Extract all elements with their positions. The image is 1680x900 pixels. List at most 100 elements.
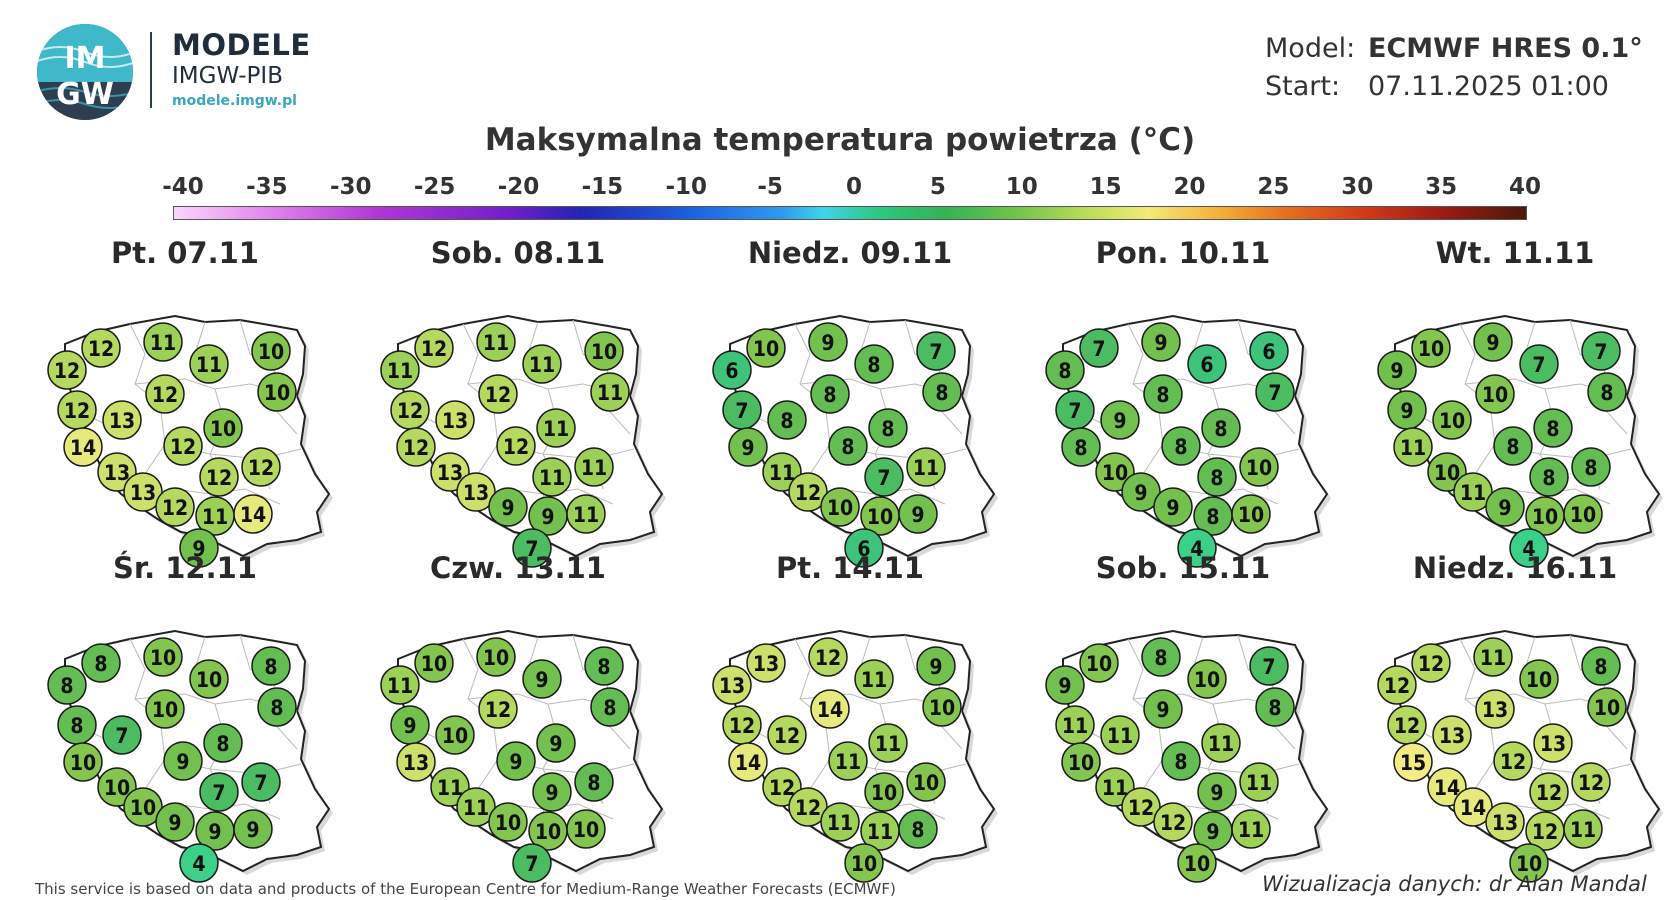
temperature-circle <box>584 331 624 371</box>
temperature-marker: 11 <box>189 344 229 384</box>
temperature-circle <box>1493 426 1533 466</box>
temperature-marker: 7 <box>241 762 281 802</box>
temperature-circle <box>1141 322 1181 362</box>
temperature-marker: 8 <box>1529 457 1569 497</box>
temperature-marker: 13 <box>1475 689 1515 729</box>
temperature-value: 7 <box>1092 337 1105 361</box>
temperature-marker: 10 <box>257 372 297 412</box>
temperature-marker: 10 <box>1231 494 1271 534</box>
temperature-marker: 12 <box>199 457 239 497</box>
temperature-circle <box>1187 659 1227 699</box>
temperature-value: 11 <box>387 674 413 698</box>
temperature-value: 14 <box>1460 796 1486 820</box>
temperature-marker: 7 <box>1255 372 1295 412</box>
temperature-marker: 8 <box>1587 372 1627 412</box>
temperature-circle <box>590 687 630 727</box>
temperature-marker: 9 <box>1045 665 1085 705</box>
temperature-circle <box>1201 723 1241 763</box>
temperature-marker: 8 <box>1581 646 1621 686</box>
temperature-circle <box>1197 457 1237 497</box>
temperature-marker: 10 <box>1239 447 1279 487</box>
brand-url[interactable]: modele.imgw.pl <box>172 93 297 109</box>
temperature-value: 13 <box>403 751 429 775</box>
temperature-marker: 12 <box>47 350 87 390</box>
temperature-circle <box>179 528 219 568</box>
temperature-value: 11 <box>861 668 887 692</box>
temperature-marker: 8 <box>1571 447 1611 487</box>
temperature-value: 10 <box>591 340 617 364</box>
temperature-marker: 11 <box>1453 472 1493 512</box>
temperature-circle <box>414 643 454 683</box>
temperature-marker: 13 <box>456 472 496 512</box>
temperature-value: 10 <box>421 652 447 676</box>
temperature-value: 7 <box>1532 353 1545 377</box>
temperature-circle <box>1141 637 1181 677</box>
temperature-marker: 11 <box>536 408 576 448</box>
temperature-circle <box>163 426 203 466</box>
temperature-value: 9 <box>1390 359 1403 383</box>
temperature-circle <box>1121 472 1161 512</box>
temperature-value: 10 <box>483 646 509 670</box>
temperature-marker: 12 <box>414 328 454 368</box>
temperature-circle <box>189 659 229 699</box>
temperature-circle <box>1473 322 1513 362</box>
temperature-value: 10 <box>851 852 877 876</box>
temperature-circle <box>1231 494 1271 534</box>
temperature-value: 8 <box>1210 466 1223 490</box>
temperature-circle <box>854 344 894 384</box>
forecast-panel: 11 12 11 11 10 11 12 13 12 12 12 11 13 11 11 13 9 9 11 7 Sob… <box>368 236 668 568</box>
temperature-value: 11 <box>835 750 861 774</box>
temperature-circle <box>1161 426 1201 466</box>
temperature-value: 8 <box>780 409 793 433</box>
temperature-value: 8 <box>1600 381 1613 405</box>
temperature-marker: 8 <box>1201 408 1241 448</box>
brand-divider <box>150 32 152 108</box>
temperature-marker: 12 <box>145 374 185 414</box>
temperature-value: 12 <box>64 399 90 423</box>
temperature-value: 13 <box>104 461 130 485</box>
temperature-value: 8 <box>935 381 948 405</box>
temperature-circle <box>844 528 884 568</box>
temperature-marker: 13 <box>1485 802 1525 842</box>
temperature-value: 10 <box>1594 696 1620 720</box>
temperature-value: 11 <box>597 381 623 405</box>
temperature-circle <box>788 472 828 512</box>
temperature-circle <box>496 741 536 781</box>
temperature-marker: 9 <box>532 772 572 812</box>
temperature-value: 12 <box>1536 781 1562 805</box>
temperature-marker: 11 <box>1393 427 1433 467</box>
legend-tick: -20 <box>497 174 540 200</box>
temperature-value: 9 <box>1206 820 1219 844</box>
temperature-circle <box>1045 665 1085 705</box>
temperature-marker: 9 <box>1377 350 1417 390</box>
temperature-value: 13 <box>437 461 463 485</box>
temperature-value: 8 <box>1268 696 1281 720</box>
temperature-value: 11 <box>1570 818 1596 842</box>
temperature-value: 11 <box>769 461 795 485</box>
temperature-value: 11 <box>827 811 853 835</box>
temperature-circle <box>574 762 614 802</box>
forecast-panel: 9 10 8 10 7 8 11 11 9 10 8 11 11 9 11 12 12 9 11 10 Sob. 15.… <box>1033 551 1333 883</box>
temperature-value: 11 <box>463 796 489 820</box>
temperature-value: 8 <box>1058 359 1071 383</box>
temperature-marker: 8 <box>828 426 868 466</box>
temperature-value: 7 <box>525 852 538 876</box>
temperature-value: 12 <box>1578 771 1604 795</box>
poland-map: 11 12 11 11 10 11 12 13 12 12 12 11 13 11 11 13 9 9 11 7 <box>380 314 666 568</box>
temperature-circle <box>1100 715 1140 755</box>
temperature-marker: 11 <box>522 344 562 384</box>
temperature-value: 10 <box>1482 383 1508 407</box>
temperature-circle <box>1187 344 1227 384</box>
temperature-marker: 8 <box>898 809 938 849</box>
temperature-value: 7 <box>1268 381 1281 405</box>
temperature-marker: 10 <box>528 811 568 851</box>
temperature-marker: 7 <box>102 715 142 755</box>
temperature-circle <box>1485 487 1525 527</box>
temperature-marker: 11 <box>1055 705 1095 745</box>
temperature-value: 9 <box>1134 481 1147 505</box>
temperature-circle <box>102 400 142 440</box>
temperature-value: 12 <box>421 337 447 361</box>
temperature-circle <box>864 457 904 497</box>
